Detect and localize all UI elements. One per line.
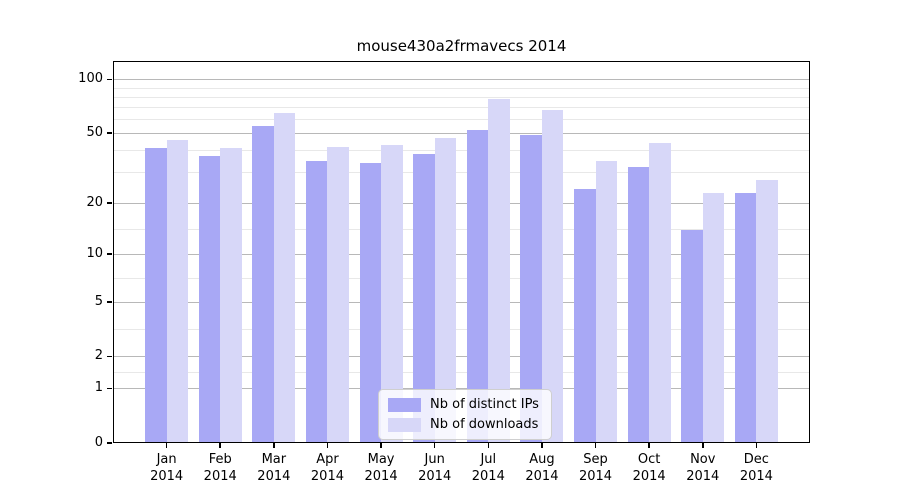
bar-ips-may <box>359 162 382 443</box>
y-axis-tick-mark <box>107 132 112 134</box>
x-axis-tick-mark <box>541 443 543 448</box>
y-axis-tick-mark <box>107 202 112 204</box>
x-axis-tick-label: Aug 2014 <box>525 452 559 484</box>
x-axis-tick-label: Sep 2014 <box>578 452 613 484</box>
x-axis-tick-mark <box>326 443 329 448</box>
y-axis-tick-mark <box>107 253 112 255</box>
legend-swatch-downloads <box>388 417 421 432</box>
gridline-major <box>113 356 810 358</box>
y-axis-tick-mark <box>107 387 112 390</box>
x-axis-tick-mark <box>273 443 275 448</box>
bar-ips-oct <box>627 167 650 443</box>
gridline-minor <box>113 119 810 121</box>
y-axis-tick-label: 1 <box>94 380 103 396</box>
gridline-minor <box>113 329 810 331</box>
gridline-major <box>113 203 810 205</box>
gridline-major <box>113 133 810 135</box>
gridline-major <box>113 301 810 303</box>
bar-downloads-jun <box>434 137 457 443</box>
gridline-minor <box>113 150 810 152</box>
gridline-major <box>113 254 810 256</box>
x-axis-tick-mark <box>594 443 597 448</box>
bar-downloads-jan <box>166 139 189 443</box>
x-axis-tick-label: Nov 2014 <box>686 452 720 484</box>
bar-downloads-dec <box>756 180 778 443</box>
legend-entry-downloads: Nb of downloads <box>388 417 539 432</box>
plot-area: 0 1 2 5 10 20 50 100 Jan 2014 Feb 2014 Mar 2014 Apr 201… <box>78 61 810 484</box>
y-axis-tick-label: 100 <box>78 71 103 87</box>
gridline-major <box>113 79 810 81</box>
x-axis-tick-mark <box>755 443 758 448</box>
bar-ips-feb <box>198 156 221 443</box>
y-axis-tick-mark <box>107 355 112 358</box>
x-axis-tick-label: Dec 2014 <box>739 452 773 484</box>
gridline-minor <box>113 172 810 174</box>
x-axis-tick-label: Apr 2014 <box>310 452 344 484</box>
x-axis-tick-mark <box>648 443 650 448</box>
x-axis-tick-mark <box>487 443 490 448</box>
bar-downloads-may <box>381 144 403 443</box>
bar-downloads-apr <box>327 146 349 443</box>
y-axis-tick-label: 10 <box>86 246 103 262</box>
gridline-minor <box>113 87 810 89</box>
bar-downloads-aug <box>541 110 564 443</box>
bar-ips-apr <box>305 160 328 443</box>
bar-downloads-oct <box>649 143 671 443</box>
bar-ips-jan <box>145 148 167 443</box>
y-axis-tick-label: 0 <box>94 435 103 450</box>
gridline-major <box>113 388 810 390</box>
legend-label-distinct-ips: Nb of distinct IPs <box>430 397 539 412</box>
legend-entry-distinct-ips: Nb of distinct IPs <box>388 397 539 412</box>
x-axis-tick-label: Jun 2014 <box>418 452 452 484</box>
bar-ips-dec <box>734 192 757 443</box>
bar-ips-jun <box>413 154 435 443</box>
x-axis-tick-label: Jul 2014 <box>471 452 505 484</box>
bar-downloads-jul <box>488 98 510 443</box>
x-axis-tick-label: Feb 2014 <box>203 452 237 484</box>
y-axis-tick-mark <box>107 300 112 303</box>
bar-ips-mar <box>252 125 274 443</box>
bar-downloads-mar <box>273 112 296 443</box>
x-axis-tick-label: May 2014 <box>364 452 398 484</box>
gridline-minor <box>113 277 810 279</box>
x-axis-tick-label: Jan 2014 <box>150 452 184 484</box>
gridline-minor <box>113 228 810 230</box>
y-axis-tick-mark <box>107 442 112 444</box>
y-axis-tick-mark <box>107 78 112 81</box>
gridline-minor <box>113 107 810 109</box>
y-axis-tick-label: 2 <box>94 348 103 364</box>
legend-label-downloads: Nb of downloads <box>430 417 539 432</box>
x-axis-tick-label: Mar 2014 <box>257 452 291 484</box>
bar-ips-aug <box>520 134 542 443</box>
bar-downloads-feb <box>220 148 242 443</box>
chart-title: mouse430a2frmavecs 2014 <box>356 37 567 55</box>
bar-ips-jul <box>466 130 489 443</box>
gridline-minor <box>113 372 810 374</box>
legend: Nb of distinct IPs Nb of downloads <box>378 389 552 440</box>
x-axis-tick-mark <box>219 443 222 448</box>
bar-ips-nov <box>681 229 703 443</box>
x-axis-tick-mark <box>701 443 704 448</box>
x-axis-tick-label: Oct 2014 <box>632 452 666 484</box>
bar-downloads-nov <box>702 192 725 443</box>
gridline-minor <box>113 96 810 98</box>
x-axis-tick-mark <box>380 443 382 448</box>
y-axis-tick-label: 50 <box>86 125 103 141</box>
bar-downloads-sep <box>595 160 618 443</box>
legend-swatch-distinct-ips <box>388 397 421 412</box>
bar-ips-sep <box>574 189 596 443</box>
x-axis-tick-mark <box>165 443 168 448</box>
y-axis-tick-label: 5 <box>94 293 103 309</box>
y-axis-tick-label: 20 <box>86 195 103 211</box>
x-axis-tick-mark <box>433 443 436 448</box>
